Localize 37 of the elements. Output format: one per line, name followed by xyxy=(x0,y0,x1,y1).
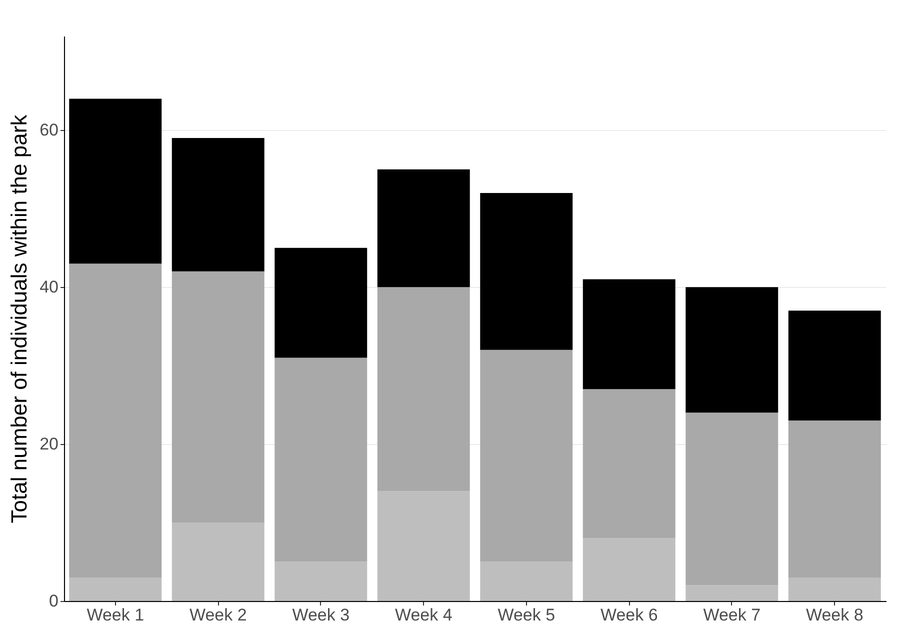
y-tick-label: 20 xyxy=(40,434,58,454)
bar xyxy=(377,169,470,288)
x-tick-label: Week 8 xyxy=(806,606,864,624)
bar xyxy=(582,389,676,538)
bar xyxy=(686,585,778,601)
x-tick-label: Week 7 xyxy=(703,606,761,624)
y-tick-label: 40 xyxy=(40,278,58,297)
bar xyxy=(582,538,676,601)
x-tick-label: Week 5 xyxy=(498,606,556,624)
bar xyxy=(69,98,162,264)
x-tick-label: Week 6 xyxy=(600,606,658,624)
bar xyxy=(69,577,162,601)
bar xyxy=(274,248,368,358)
x-tick-label: Week 3 xyxy=(292,606,350,624)
bar xyxy=(172,522,264,601)
bar xyxy=(686,412,778,586)
x-tick-label: Week 2 xyxy=(189,606,247,624)
bar xyxy=(274,358,368,562)
bar xyxy=(788,310,881,421)
bar xyxy=(582,279,676,390)
bar xyxy=(69,264,162,578)
x-tick-label: Week 1 xyxy=(86,606,144,624)
bar xyxy=(788,420,881,578)
bar xyxy=(480,192,573,350)
bar xyxy=(686,287,778,413)
y-tick-label: 60 xyxy=(40,120,58,140)
bar xyxy=(480,562,573,601)
bar xyxy=(172,271,264,523)
y-axis-title: Total number of individuals within the park xyxy=(6,114,32,524)
x-tick-label: Week 4 xyxy=(394,606,452,624)
y-tick-label: 0 xyxy=(49,592,58,610)
bar xyxy=(377,491,470,601)
bar xyxy=(172,138,264,272)
bar xyxy=(377,287,470,492)
bar xyxy=(480,350,573,562)
bar xyxy=(274,562,368,601)
bar xyxy=(788,577,881,601)
